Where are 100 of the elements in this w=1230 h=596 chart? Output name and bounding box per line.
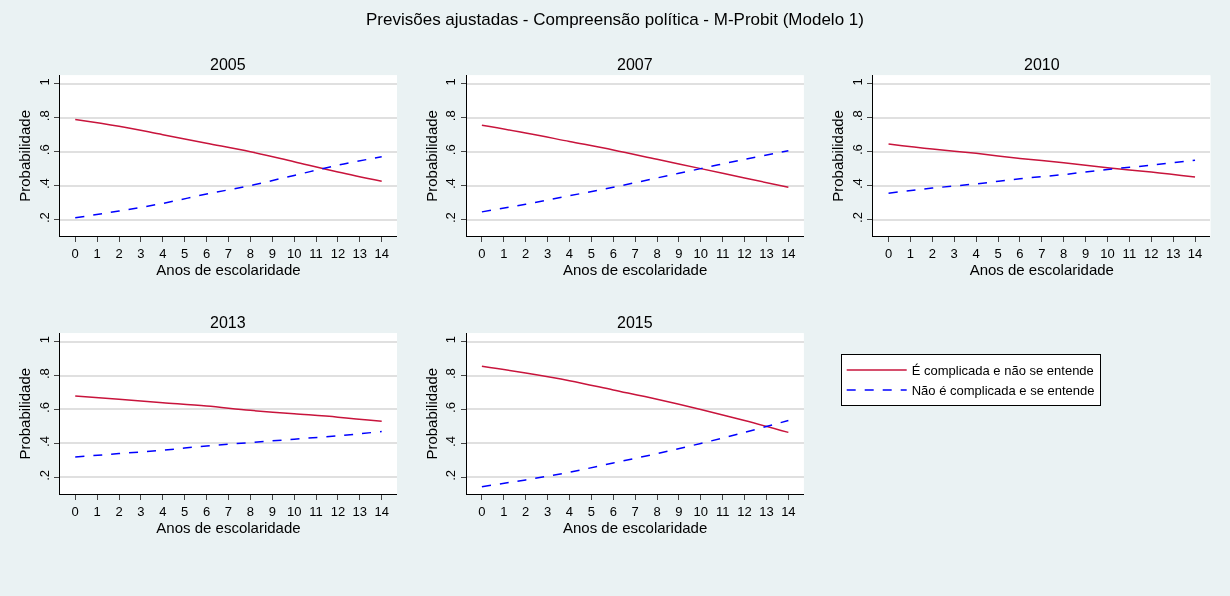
y-tick-label: .6 xyxy=(443,144,459,156)
y-tick-label: 1 xyxy=(443,78,459,86)
x-tick-label: 9 xyxy=(675,246,683,262)
line-series xyxy=(887,143,1196,178)
line-series xyxy=(481,150,790,213)
chart-title: 2005 xyxy=(210,56,246,73)
x-tick-label: 14 xyxy=(781,503,796,519)
x-tick-label: 11 xyxy=(715,246,730,262)
x-tick-label: 0 xyxy=(478,246,486,262)
x-tick-label: 3 xyxy=(137,246,145,262)
x-tick-label: 7 xyxy=(224,246,233,262)
x-tick-label: 2 xyxy=(522,503,530,519)
x-tick-label: 11 xyxy=(1122,246,1137,262)
x-tick-label: 12 xyxy=(737,503,752,519)
x-tick-label: 1 xyxy=(906,246,915,262)
y-axis-title: Probabilidade xyxy=(422,110,440,202)
x-tick-label: 14 xyxy=(1187,246,1203,262)
y-tick-label: .8 xyxy=(443,110,459,122)
chart-title: 2007 xyxy=(617,56,653,73)
x-tick-label: 12 xyxy=(330,503,346,519)
y-axis-title: Probabilidade xyxy=(422,367,440,460)
x-tick-label: 5 xyxy=(181,503,189,519)
y-tick-label: .4 xyxy=(850,178,866,190)
x-tick-label: 6 xyxy=(609,503,617,519)
x-tick-label: 6 xyxy=(202,246,211,262)
x-tick-label: 1 xyxy=(500,503,508,519)
x-axis-title: Anos de escolaridade xyxy=(156,261,301,279)
legend-label: Não é complicada e se entende xyxy=(911,382,1095,398)
x-tick-label: 14 xyxy=(374,503,389,519)
x-axis-title: Anos de escolaridade xyxy=(563,518,708,536)
line-series xyxy=(887,159,1196,194)
y-axis-title: Probabilidade xyxy=(15,367,33,460)
x-tick-label: 2 xyxy=(115,246,123,262)
x-tick-label: 12 xyxy=(1144,246,1159,262)
x-tick-label: 0 xyxy=(71,503,79,519)
x-tick-label: 1 xyxy=(93,503,101,519)
y-tick-label: .4 xyxy=(443,436,459,447)
x-tick-label: 14 xyxy=(781,246,796,262)
x-tick-label: 11 xyxy=(309,246,323,262)
y-tick-label: 1 xyxy=(443,336,459,344)
line-series xyxy=(481,419,790,488)
chart-title: 2013 xyxy=(210,314,246,331)
x-tick-label: 4 xyxy=(565,503,574,519)
x-tick-label: 8 xyxy=(653,246,661,262)
x-tick-label: 0 xyxy=(478,503,486,519)
y-tick-label: .6 xyxy=(36,144,52,156)
x-tick-label: 7 xyxy=(224,503,233,519)
x-tick-label: 5 xyxy=(587,503,595,519)
line-series xyxy=(74,118,383,183)
x-tick-label: 9 xyxy=(675,503,683,519)
y-tick-label: .6 xyxy=(850,144,866,156)
y-tick-label: .4 xyxy=(36,178,52,190)
x-tick-label: 9 xyxy=(268,503,276,519)
x-tick-label: 4 xyxy=(159,246,167,262)
x-tick-label: 12 xyxy=(330,246,346,262)
x-tick-label: 3 xyxy=(137,503,145,519)
y-tick-label: .4 xyxy=(36,436,52,447)
x-tick-label: 8 xyxy=(246,246,254,262)
y-tick-label: 1 xyxy=(36,336,52,344)
y-tick-label: .6 xyxy=(36,402,52,413)
line-series xyxy=(481,365,790,434)
x-tick-label: 10 xyxy=(286,246,302,262)
x-tick-label: 8 xyxy=(246,503,254,519)
x-tick-label: 5 xyxy=(181,246,189,262)
x-tick-label: 5 xyxy=(587,246,595,262)
x-tick-label: 3 xyxy=(543,246,552,262)
x-tick-label: 1 xyxy=(93,246,101,262)
y-tick-label: .2 xyxy=(850,212,866,223)
x-tick-label: 1 xyxy=(500,246,508,262)
x-tick-label: 7 xyxy=(631,503,639,519)
y-tick-label: .4 xyxy=(443,178,459,190)
line-series xyxy=(74,155,383,219)
x-tick-label: 0 xyxy=(71,246,79,262)
x-tick-label: 10 xyxy=(286,503,302,519)
x-tick-label: 14 xyxy=(374,246,389,262)
x-axis-title: Anos de escolaridade xyxy=(156,518,301,536)
x-tick-label: 13 xyxy=(1165,246,1181,262)
y-tick-label: .2 xyxy=(36,212,52,223)
x-tick-label: 13 xyxy=(352,503,368,519)
x-tick-label: 0 xyxy=(884,246,893,262)
y-tick-label: .8 xyxy=(850,110,866,122)
x-tick-label: 3 xyxy=(543,503,552,519)
chart-title: 2015 xyxy=(617,314,653,331)
x-tick-label: 2 xyxy=(928,246,936,262)
x-tick-label: 4 xyxy=(972,246,980,262)
y-tick-label: 1 xyxy=(36,78,52,86)
x-tick-label: 3 xyxy=(950,246,958,262)
x-tick-label: 13 xyxy=(352,246,368,262)
x-tick-label: 8 xyxy=(1060,246,1068,262)
x-axis-title: Anos de escolaridade xyxy=(969,261,1114,279)
x-tick-label: 9 xyxy=(268,246,276,262)
x-tick-label: 2 xyxy=(115,503,123,519)
x-tick-label: 11 xyxy=(309,503,323,519)
x-tick-label: 2 xyxy=(522,246,530,262)
y-axis-title: Probabilidade xyxy=(15,110,33,202)
x-tick-label: 7 xyxy=(631,246,639,262)
y-tick-label: .2 xyxy=(443,212,459,223)
line-series xyxy=(74,395,383,423)
y-tick-label: .2 xyxy=(36,469,52,481)
y-tick-label: .8 xyxy=(443,368,459,380)
